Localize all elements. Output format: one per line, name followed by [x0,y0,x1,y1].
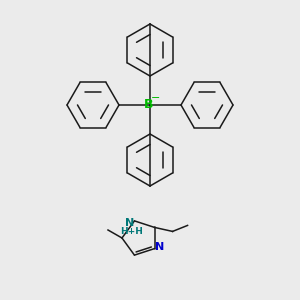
Text: N: N [125,218,134,228]
Text: −: − [151,93,161,103]
Text: H+H: H+H [120,227,143,236]
Text: N: N [155,242,164,252]
Text: B: B [144,98,154,112]
